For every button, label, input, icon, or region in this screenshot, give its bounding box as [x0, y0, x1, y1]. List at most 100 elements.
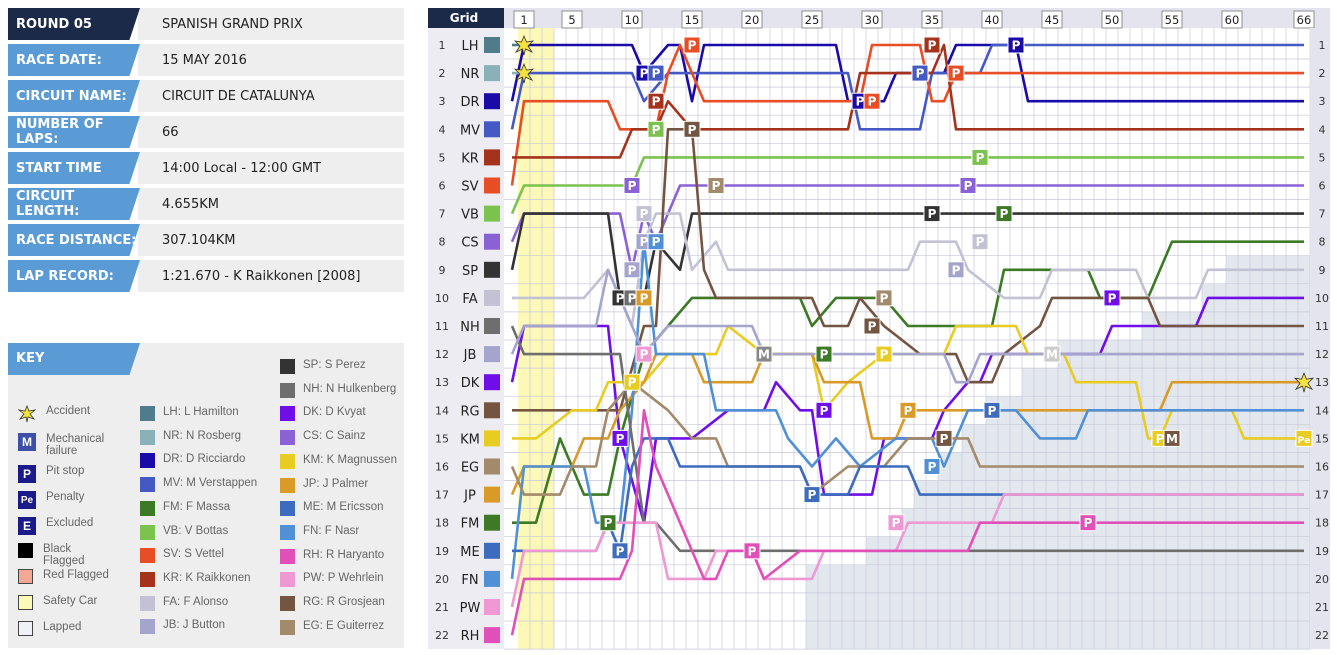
info-row: RACE DISTANCE: 307.104KM — [8, 224, 404, 256]
event-marker-label: P — [616, 291, 625, 305]
event-marker-label: P — [1108, 291, 1117, 305]
accident-marker — [513, 34, 535, 56]
grid-driver-code: KM — [460, 432, 480, 447]
mechanical-failure-icon: M — [18, 433, 36, 451]
event-marker-box — [899, 401, 917, 419]
grid-driver-code: EG — [461, 461, 479, 476]
event-marker-label: P — [928, 39, 937, 53]
driver-color-swatch — [140, 500, 155, 516]
grid-position-number: 14 — [435, 404, 449, 417]
driver-legend-label: FN: F Nasr — [303, 524, 360, 537]
event-marker-box — [1079, 514, 1097, 532]
event-marker-box — [995, 205, 1013, 223]
finish-position-number: 6 — [1319, 180, 1326, 193]
event-marker-label: P — [628, 376, 637, 390]
grid-position-number: 21 — [435, 601, 449, 614]
legend-item: Pe Penalty — [18, 491, 116, 509]
grid-position-number: 18 — [435, 517, 449, 530]
driver-legend-label: RH: R Haryanto — [303, 548, 385, 561]
grid-driver-swatch — [484, 121, 500, 138]
finish-position-number: 9 — [1319, 264, 1326, 277]
driver-color-swatch — [140, 477, 155, 493]
event-marker-label: P — [640, 348, 649, 362]
lap-tick-label: 10 — [625, 13, 640, 27]
finish-position-number: 16 — [1315, 461, 1329, 474]
legend-item: P Pit stop — [18, 465, 116, 483]
driver-legend-label: KM: K Magnussen — [303, 453, 397, 466]
info-row: ROUND 05 SPANISH GRAND PRIX — [8, 8, 404, 40]
event-marker-label: P — [892, 516, 901, 530]
grid-driver-swatch — [484, 233, 500, 250]
grid-driver-swatch — [484, 374, 500, 391]
driver-color-swatch — [140, 619, 155, 635]
driver-color-swatch — [280, 453, 295, 469]
event-marker-box — [1103, 289, 1121, 307]
lap-tick-box — [921, 10, 943, 29]
event-marker-label: P — [820, 348, 829, 362]
lap-tick-box — [681, 10, 703, 29]
grid-position-number: 8 — [439, 236, 446, 249]
driver-color-swatch — [280, 477, 295, 493]
event-marker-label: P — [604, 516, 613, 530]
driver-legend-item: SP: S Perez — [280, 359, 366, 374]
event-marker-label: P — [640, 235, 649, 249]
grid-position-number: 13 — [435, 376, 449, 389]
event-marker-label: M — [1046, 348, 1058, 362]
event-marker-box — [935, 429, 953, 447]
event-marker-box — [647, 92, 665, 110]
driver-color-swatch — [280, 619, 295, 635]
lapped-icon — [18, 621, 33, 636]
event-marker-box — [911, 64, 929, 82]
driver-color-swatch — [280, 406, 295, 422]
grid-position-number: 10 — [435, 292, 449, 305]
info-value: 4.655KM — [138, 188, 404, 220]
series-line-nh — [510, 325, 1304, 553]
driver-legend-label: ME: M Ericsson — [303, 501, 384, 514]
event-marker-box — [923, 458, 941, 475]
grid-driver-code: JB — [463, 348, 477, 363]
driver-legend-item: FN: F Nasr — [280, 524, 360, 540]
driver-legend-label: PW: P Wehrlein — [303, 572, 384, 585]
event-marker-label: P — [928, 207, 937, 221]
finish-position-number: 12 — [1315, 348, 1329, 361]
legend-label: Red Flagged — [43, 569, 109, 581]
lap-tick-label: 40 — [985, 13, 1000, 27]
event-marker-label: P — [928, 460, 937, 474]
grid-driver-swatch — [484, 570, 500, 587]
info-label: NUMBER OF LAPS: — [8, 116, 140, 148]
driver-legend-item: KM: K Magnussen — [280, 453, 397, 469]
grid-driver-swatch — [484, 514, 500, 531]
legend-label: Black Flagged — [43, 543, 85, 567]
event-marker-label: P — [748, 544, 757, 558]
driver-legend-label: DR: D Ricciardo — [163, 453, 246, 466]
lap-tick-box — [1293, 10, 1315, 29]
finish-position-number: 3 — [1319, 95, 1326, 108]
driver-color-swatch — [140, 595, 155, 611]
info-row: START TIME 14:00 Local - 12:00 GMT — [8, 152, 404, 184]
grid-position-number: 9 — [439, 264, 446, 277]
driver-color-swatch — [140, 453, 155, 469]
driver-color-swatch — [280, 501, 295, 517]
grid-position-number: 1 — [439, 39, 446, 52]
grid-driver-swatch — [484, 65, 500, 82]
legend-label: Excluded — [46, 517, 94, 529]
info-label: RACE DISTANCE: — [8, 224, 140, 256]
event-marker-box — [611, 429, 629, 447]
pit-stop-icon: P — [18, 465, 36, 483]
driver-legend-item: CS: C Sainz — [280, 430, 366, 446]
event-marker-box — [875, 289, 893, 307]
accident-marker — [513, 63, 535, 84]
driver-legend-item: DR: D Ricciardo — [140, 453, 246, 469]
event-marker-box — [971, 233, 989, 251]
event-marker-label: P — [1156, 432, 1165, 446]
lap-tick-label: 15 — [685, 13, 700, 27]
event-marker-label: P — [712, 179, 721, 193]
event-marker-box — [875, 345, 893, 363]
event-marker-box — [635, 289, 653, 307]
event-marker-box — [1007, 36, 1025, 54]
lap-tick-label: 50 — [1105, 13, 1120, 27]
grid-driver-code: RG — [460, 404, 479, 419]
event-marker-label: P — [880, 291, 889, 305]
event-marker-label: P — [652, 123, 661, 137]
lap-tick-label: 5 — [568, 13, 575, 27]
